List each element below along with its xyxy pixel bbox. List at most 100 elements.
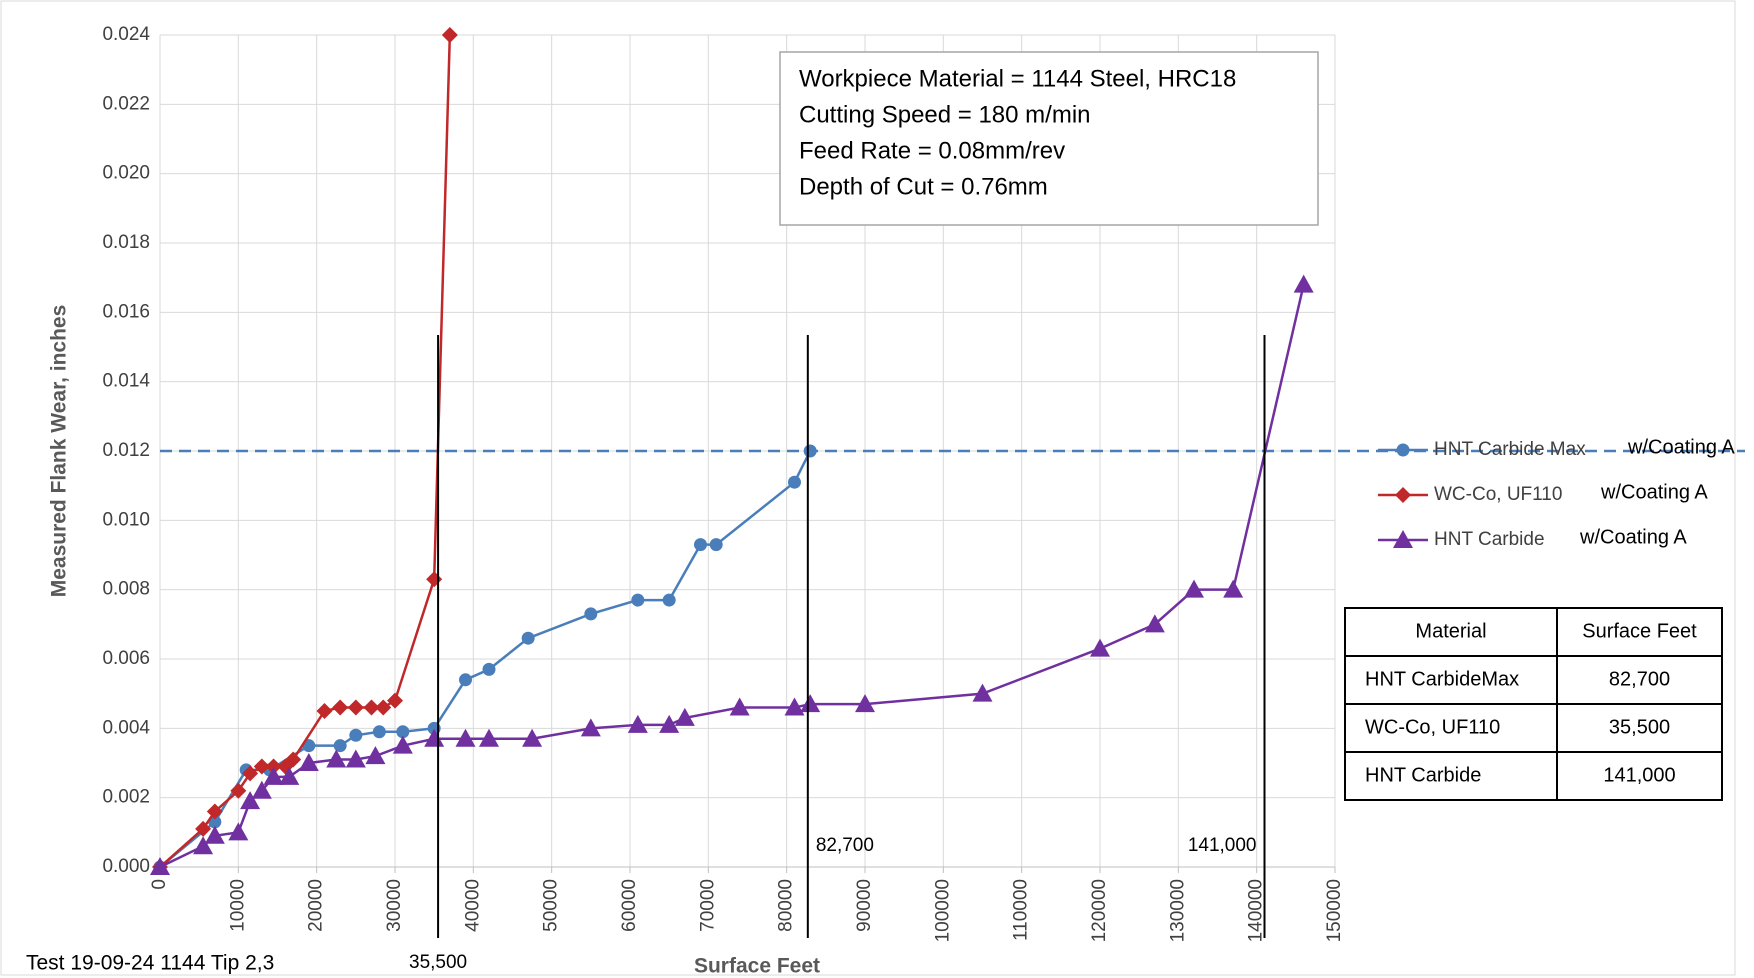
point bbox=[1293, 274, 1314, 293]
y-axis-label: Measured Flank Wear, inches bbox=[48, 305, 71, 598]
info-box bbox=[779, 51, 1319, 226]
y-tick-label: 0.000 bbox=[102, 856, 150, 877]
table-text: 141,000 bbox=[1603, 764, 1675, 786]
legend-label: HNT Carbide bbox=[1434, 529, 1545, 550]
table-cell bbox=[1344, 703, 1558, 753]
point bbox=[326, 749, 347, 768]
point bbox=[441, 27, 458, 43]
reference-label: 141,000 bbox=[1188, 835, 1257, 856]
info-line: Depth of Cut = 0.76mm bbox=[799, 173, 1048, 200]
table-header: Material bbox=[1415, 620, 1486, 642]
point bbox=[387, 692, 403, 709]
point bbox=[631, 593, 645, 607]
table-text: HNT CarbideMax bbox=[1365, 668, 1519, 690]
x-tick-label: 40000 bbox=[462, 879, 483, 932]
x-tick-label: 60000 bbox=[619, 879, 640, 932]
footer: Test 19-09-24 1144 Tip 2,3 bbox=[26, 952, 274, 975]
point bbox=[455, 728, 476, 747]
table-text: WC-Co, UF110 bbox=[1365, 716, 1500, 738]
point bbox=[150, 857, 170, 875]
table-text: 35,500 bbox=[1609, 716, 1670, 738]
point bbox=[784, 697, 805, 716]
info-line: Cutting Speed = 180 m/min bbox=[799, 101, 1091, 128]
legend-label: WC-Co, UF110 bbox=[1434, 484, 1562, 505]
point bbox=[459, 673, 472, 687]
point bbox=[522, 728, 543, 747]
point bbox=[392, 735, 413, 754]
point bbox=[788, 475, 801, 489]
x-tick-label: 30000 bbox=[384, 879, 405, 932]
point bbox=[1144, 614, 1165, 633]
y-tick-label: 0.014 bbox=[102, 371, 150, 392]
point bbox=[265, 758, 282, 775]
y-tick-label: 0.004 bbox=[102, 717, 150, 738]
point bbox=[285, 751, 302, 768]
point bbox=[479, 728, 499, 747]
point bbox=[208, 815, 222, 829]
point bbox=[674, 707, 695, 726]
point bbox=[659, 714, 680, 733]
point bbox=[230, 782, 247, 799]
legend-marker bbox=[1393, 530, 1413, 548]
legend-marker bbox=[1395, 487, 1411, 503]
info-line: Workpiece Material = 1144 Steel, HRC18 bbox=[799, 65, 1236, 92]
x-tick-label: 150000 bbox=[1324, 879, 1345, 942]
point bbox=[332, 699, 349, 716]
table-cell bbox=[1556, 751, 1723, 801]
point bbox=[263, 766, 284, 785]
x-tick-label: 0 bbox=[149, 879, 170, 890]
y-tick-label: 0.016 bbox=[102, 301, 150, 322]
table-header: Surface Feet bbox=[1582, 620, 1697, 642]
point bbox=[1223, 579, 1244, 598]
y-tick-label: 0.024 bbox=[102, 24, 150, 45]
point bbox=[365, 746, 386, 765]
point bbox=[424, 728, 445, 747]
point bbox=[240, 791, 261, 810]
x-tick-label: 120000 bbox=[1089, 879, 1110, 942]
point bbox=[694, 538, 707, 552]
x-tick-label: 50000 bbox=[541, 879, 562, 932]
point bbox=[800, 694, 821, 713]
point bbox=[279, 766, 300, 785]
x-axis-label: Surface Feet bbox=[694, 955, 820, 978]
point bbox=[242, 765, 259, 782]
y-tick-label: 0.010 bbox=[102, 509, 150, 530]
x-tick-label: 20000 bbox=[306, 879, 327, 932]
legend-label: HNT Carbide Max bbox=[1434, 439, 1586, 460]
point bbox=[228, 822, 249, 841]
point bbox=[627, 714, 648, 733]
legend-note: w/Coating A bbox=[1600, 481, 1708, 503]
point bbox=[375, 699, 392, 716]
point bbox=[372, 725, 386, 739]
x-tick-label: 100000 bbox=[932, 879, 953, 942]
point bbox=[972, 683, 993, 702]
point bbox=[709, 538, 723, 552]
y-tick-label: 0.018 bbox=[102, 232, 150, 253]
point bbox=[251, 780, 272, 799]
y-tick-label: 0.022 bbox=[102, 93, 150, 114]
legend-note: w/Coating A bbox=[1579, 526, 1687, 548]
point bbox=[316, 703, 333, 719]
x-tick-label: 90000 bbox=[854, 879, 875, 932]
point bbox=[298, 753, 319, 771]
x-tick-label: 130000 bbox=[1167, 879, 1188, 942]
point bbox=[333, 739, 347, 753]
point bbox=[855, 694, 875, 713]
y-tick-label: 0.002 bbox=[102, 787, 150, 808]
point bbox=[349, 728, 363, 742]
point bbox=[345, 749, 366, 768]
point bbox=[482, 662, 496, 676]
point bbox=[729, 697, 750, 716]
point bbox=[1090, 638, 1110, 657]
point bbox=[195, 820, 212, 837]
point bbox=[193, 836, 214, 855]
y-tick-label: 0.008 bbox=[102, 579, 150, 600]
point bbox=[584, 607, 598, 621]
table-cell bbox=[1556, 655, 1723, 705]
point bbox=[204, 825, 225, 844]
table-text: 82,700 bbox=[1609, 668, 1670, 690]
x-tick-label: 80000 bbox=[776, 879, 797, 932]
reference-label: 35,500 bbox=[409, 952, 467, 973]
reference-label: 82,700 bbox=[816, 835, 874, 856]
